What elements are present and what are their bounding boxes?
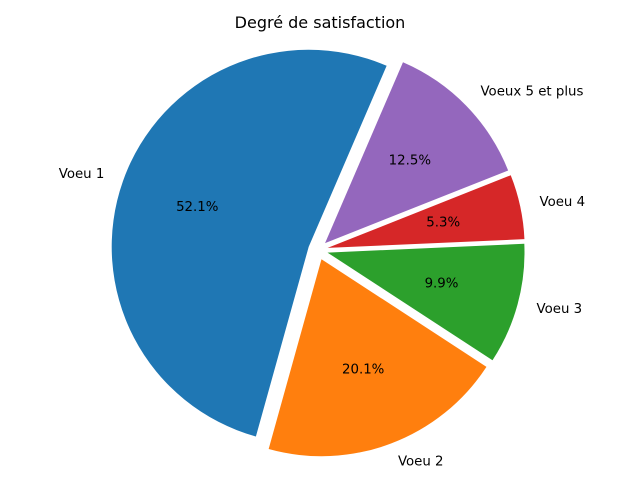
pie-slice-voeu-4	[327, 175, 525, 248]
slice-percent-voeu-2: 20.1%	[342, 362, 384, 377]
pie-slice-voeu-1	[111, 49, 387, 437]
chart-title: Degré de satisfaction	[235, 13, 406, 32]
pie-slice-voeu-2	[268, 259, 487, 457]
slice-percent-voeu-1: 52.1%	[176, 200, 218, 215]
pie-slice-voeux-5-et-plus	[325, 62, 509, 244]
pie-slice-voeu-3	[327, 243, 525, 361]
slice-label-voeu-4: Voeu 4	[540, 195, 586, 210]
slice-percent-voeux-5-et-plus: 12.5%	[389, 153, 431, 168]
slice-percent-voeu-4: 5.3%	[426, 216, 460, 231]
slice-label-voeu-3: Voeu 3	[537, 302, 583, 317]
slice-label-voeux-5-et-plus: Voeux 5 et plus	[480, 85, 583, 100]
slice-label-voeu-2: Voeu 2	[398, 454, 444, 469]
slice-percent-voeu-3: 9.9%	[425, 276, 459, 291]
pie-labels: Voeu 1 52.1% Voeu 2 20.1% Voeu 3 9.9% Voeu 4 5.…	[59, 85, 585, 470]
slice-label-voeu-1: Voeu 1	[59, 167, 105, 182]
pie-slices	[111, 49, 525, 457]
